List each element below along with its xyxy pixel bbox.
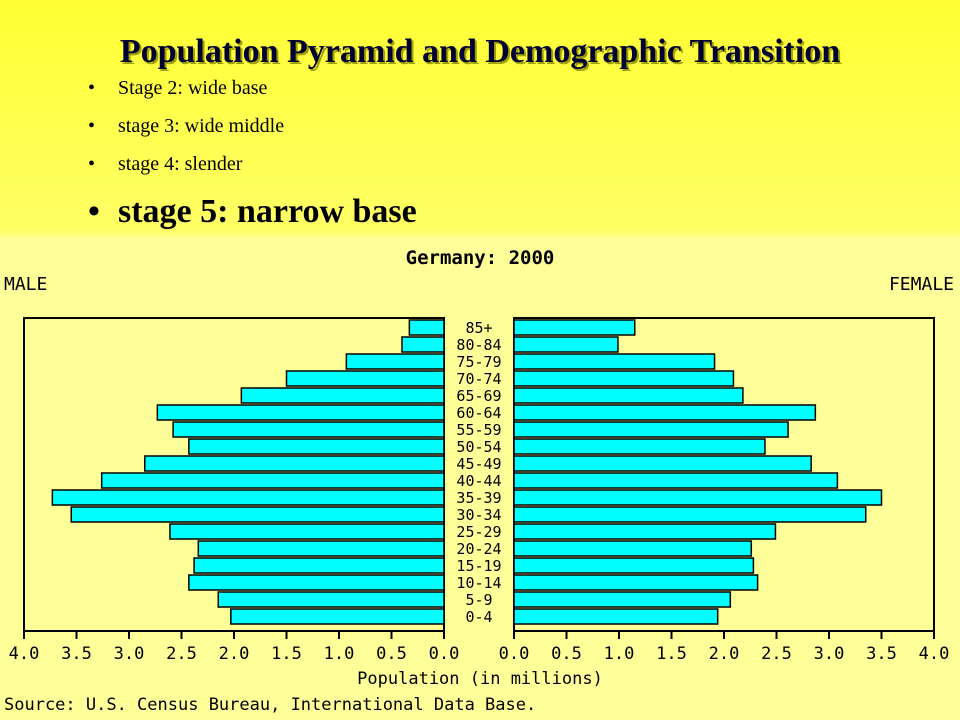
male-bar: [144, 455, 445, 472]
age-group-label: 5-9: [465, 591, 492, 609]
age-group-label: 40-44: [456, 472, 501, 490]
female-bar: [513, 540, 753, 557]
female-bar: [513, 438, 766, 455]
male-bar: [345, 353, 445, 370]
bullet-item-highlight: • stage 5: narrow base: [88, 192, 417, 232]
male-bar: [401, 336, 445, 353]
bullet-text: Stage 2: wide base: [118, 77, 268, 99]
x-tick-label: 1.0: [324, 644, 355, 664]
population-pyramid-chart: Germany: 2000 MALE FEMALE 85+ 80-84 75-79 7…: [0, 238, 960, 720]
female-bar: [513, 387, 744, 404]
x-tick-label: 2.5: [166, 644, 197, 664]
male-bar: [408, 319, 445, 336]
female-bar: [513, 336, 619, 353]
bars-group: 85+80-8475-7970-7465-6960-6455-5950-5445…: [51, 319, 883, 626]
x-tick-label: 0.5: [376, 644, 407, 664]
age-group-label: 10-14: [456, 574, 501, 592]
source-note: Source: U.S. Census Bureau, Internationa…: [4, 695, 536, 715]
x-tick-label: 2.0: [219, 644, 250, 664]
female-bar: [513, 404, 817, 421]
male-bar: [70, 506, 445, 523]
x-tick-label: 4.0: [919, 644, 950, 664]
age-group-label: 0-4: [465, 608, 492, 626]
x-tick-label: 3.5: [866, 644, 897, 664]
x-tick-label: 3.5: [61, 644, 92, 664]
age-group-label: 60-64: [456, 404, 501, 422]
male-bar: [100, 472, 445, 489]
male-bar: [230, 608, 445, 625]
slide-title: Population Pyramid and Demographic Trans…: [119, 33, 841, 70]
male-bar: [217, 591, 445, 608]
x-axis-label: Population (in millions): [357, 669, 603, 689]
bullet-dot: •: [88, 193, 100, 230]
male-bar: [51, 489, 445, 506]
male-bar: [188, 438, 445, 455]
x-tick-label: 3.0: [114, 644, 145, 664]
male-label: MALE: [4, 274, 47, 295]
x-tick-label: 1.5: [271, 644, 302, 664]
age-group-label: 80-84: [456, 336, 501, 354]
male-bar: [156, 404, 445, 421]
age-group-label: 35-39: [456, 489, 501, 507]
x-tick-label: 0.0: [499, 644, 530, 664]
female-bar: [513, 608, 719, 625]
age-group-label: 25-29: [456, 523, 501, 541]
female-bar: [513, 455, 812, 472]
x-tick-label: 4.0: [9, 644, 40, 664]
bullet-item: • stage 3: wide middle: [88, 112, 417, 150]
tick-group: 4.0 3.5 3.0 2.5 2.0 1.5 1.0 0.5 0.0 0.0 0.5 1.0 1.5 2…: [9, 631, 950, 664]
x-tick-label: 1.0: [604, 644, 635, 664]
male-bar: [197, 540, 445, 557]
female-bar: [513, 489, 883, 506]
bullet-dot: •: [88, 115, 96, 137]
age-group-label: 50-54: [456, 438, 501, 456]
female-bar: [513, 574, 759, 591]
age-group-label: 70-74: [456, 370, 501, 388]
male-bar: [172, 421, 445, 438]
pyramid-svg: Germany: 2000 MALE FEMALE 85+80-8475-797…: [4, 247, 954, 715]
bullet-list: • Stage 2: wide base • stage 3: wide mid…: [88, 74, 417, 232]
age-group-label: 85+: [465, 319, 492, 337]
x-tick-label: 3.0: [814, 644, 845, 664]
age-group-label: 75-79: [456, 353, 501, 371]
bullet-dot: •: [88, 153, 96, 175]
bullet-item: • Stage 2: wide base: [88, 74, 417, 112]
x-tick-label: 0.0: [429, 644, 460, 664]
bullet-item: • stage 4: slender: [88, 150, 417, 188]
male-bar: [193, 557, 445, 574]
bullet-dot: •: [88, 77, 96, 99]
x-tick-label: 2.0: [709, 644, 740, 664]
bullet-text: stage 4: slender: [118, 153, 243, 175]
age-group-label: 45-49: [456, 455, 501, 473]
female-label: FEMALE: [889, 274, 954, 295]
female-bar: [513, 557, 755, 574]
female-bar: [513, 506, 867, 523]
age-group-label: 55-59: [456, 421, 501, 439]
female-bar: [513, 472, 839, 489]
age-group-label: 65-69: [456, 387, 501, 405]
x-tick-label: 0.5: [551, 644, 582, 664]
female-bar: [513, 421, 789, 438]
female-bar: [513, 591, 732, 608]
female-bar: [513, 523, 777, 540]
age-group-label: 30-34: [456, 506, 501, 524]
age-group-label: 20-24: [456, 540, 501, 558]
male-bar: [169, 523, 445, 540]
male-bar: [285, 370, 445, 387]
bullet-text: stage 5: narrow base: [118, 193, 417, 230]
female-bar: [513, 319, 636, 336]
age-group-label: 15-19: [456, 557, 501, 575]
female-bar: [513, 353, 716, 370]
bullet-text: stage 3: wide middle: [118, 115, 285, 137]
x-tick-label: 2.5: [761, 644, 792, 664]
male-bar: [240, 387, 445, 404]
female-bar: [513, 370, 735, 387]
chart-title: Germany: 2000: [406, 247, 555, 269]
male-bar: [188, 574, 445, 591]
x-tick-label: 1.5: [656, 644, 687, 664]
